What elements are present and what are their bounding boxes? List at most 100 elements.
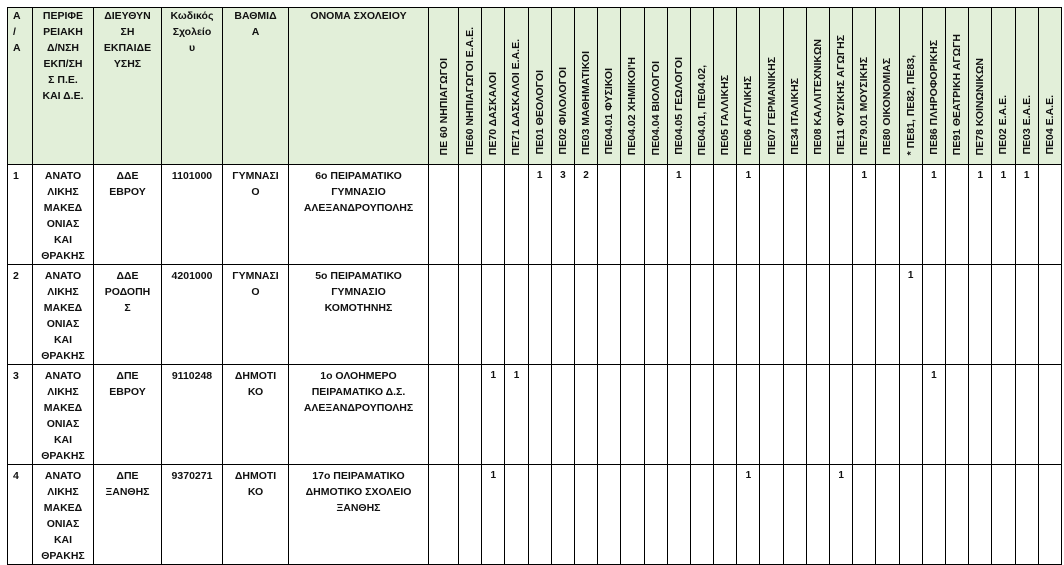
vacancy-count-cell [736,364,761,465]
vacancy-count-cell [991,264,1016,365]
vacancy-count-cell [457,464,483,565]
vacancy-count-cell [968,364,993,465]
header-specialty: ΠΕ34 ΙΤΑΛΙΚΗΣ [782,7,807,165]
vacancy-count-cell [759,464,784,565]
school-name-cell: 6ο ΠΕΙΡΑΜΑΤΙΚΟ ΓΥΜΝΑΣΙΟ ΑΛΕΞΑΝΔΡΟΥΠΟΛΗΣ [288,164,429,265]
vacancy-count-cell [689,364,715,465]
school-code-cell: 4201000 [161,264,223,365]
vacancy-count-cell [991,464,1016,565]
header-specialty: ΠΕ04.04 ΒΙΟΛΟΓΟΙ [643,7,668,165]
vacancy-count-cell [457,164,483,265]
vacancy-count-cell: 1 [828,464,854,565]
directorate-cell: ΔΠΕ ΞΑΝΘΗΣ [93,464,162,565]
specialty-label: ΠΕ79.01 ΜΟΥΣΙΚΗΣ [858,56,871,155]
region-cell: ΑΝΑΤΟ ΛΙΚΗΣ ΜΑΚΕΔ ΟΝΙΑΣ ΚΑΙ ΘΡΑΚΗΣ [32,264,94,365]
directorate-cell: ΔΔΕ ΕΒΡΟΥ [93,164,162,265]
school-name-cell: 1ο ΟΛΟΗΜΕΡΟ ΠΕΙΡΑΜΑΤΙΚΟ Δ.Σ. ΑΛΕΞΑΝΔΡΟΥΠ… [288,364,429,465]
school-code-cell: 9370271 [161,464,223,565]
table-row: 2 ΑΝΑΤΟ ΛΙΚΗΣ ΜΑΚΕΔ ΟΝΙΑΣ ΚΑΙ ΘΡΑΚΗΣ ΔΔΕ Ρ… [7,264,1062,365]
vacancy-count-cell: 1 [991,164,1016,265]
schools-specialties-table: Α / Α ΠΕΡΙΦΕ ΡΕΙΑΚΗ Δ/ΝΣΗ ΕΚΠ/ΣΗ Σ Π.Ε. Κ… [7,7,1062,565]
region-cell: ΑΝΑΤΟ ΛΙΚΗΣ ΜΑΚΕΔ ΟΝΙΑΣ ΚΑΙ ΘΡΑΚΗΣ [32,464,94,565]
vacancy-count-cell [1037,364,1062,465]
vacancy-count-cell [457,364,483,465]
specialty-label: ΠΕ02 Ε.Α.Ε. [997,95,1010,155]
vacancy-count-cell: 1 [898,264,923,365]
header-specialty: ΠΕ04.01 ΦΥΣΙΚΟΙ [597,7,622,165]
specialty-label: ΠΕ91 ΘΕΑΤΡΙΚΗ ΑΓΩΓΗ [951,33,964,155]
vacancy-count-cell [805,464,831,565]
vacancy-count-cell [921,464,946,565]
vacancy-count-cell [713,464,738,565]
vacancy-count-cell [805,164,831,265]
vacancy-count-cell: 2 [573,164,599,265]
school-name-cell: 17ο ΠΕΙΡΑΜΑΤΙΚΟ ΔΗΜΟΤΙΚΟ ΣΧΟΛΕΙΟ ΞΑΝΘΗΣ [288,464,429,565]
vacancy-count-cell [736,264,761,365]
vacancy-count-cell [713,164,738,265]
specialty-label: ΠΕ04.01 ΦΥΣΙΚΟΙ [603,68,616,155]
header-specialty: ΠΕ07 ΓΕΡΜΑΝΙΚΗΣ [759,7,784,165]
specialty-label: ΠΕ70 ΔΑΣΚΑΛΟΙ [487,71,500,155]
vacancy-count-cell [643,364,668,465]
region-cell: ΑΝΑΤΟ ΛΙΚΗΣ ΜΑΚΕΔ ΟΝΙΑΣ ΚΑΙ ΘΡΑΚΗΣ [32,164,94,265]
vacancy-count-cell [527,464,552,565]
specialty-label: ΠΕ04.02 ΧΗΜΙΚΟΙ'Η [626,56,639,155]
vacancy-count-cell [828,364,854,465]
vacancy-count-cell [805,364,831,465]
vacancy-count-cell [597,264,622,365]
specialty-label: ΠΕ71 ΔΑΣΚΑΛΟΙ Ε.Α.Ε. [510,38,523,155]
vacancy-count-cell [428,164,459,265]
vacancy-count-cell [527,364,552,465]
vacancy-count-cell [620,464,645,565]
specialty-label: ΠΕ04.04 ΒΙΟΛΟΓΟΙ [649,60,662,155]
specialty-label: ΠΕ86 ΠΛΗΡΟΦΟΡΙΚΗΣ [927,40,940,155]
level-cell: ΔΗΜΟΤΙ ΚΟ [222,364,289,465]
vacancy-count-cell: 1 [504,364,529,465]
vacancy-count-cell [1014,264,1039,365]
directorate-cell: ΔΔΕ ΡΟΔΟΠΗ Σ [93,264,162,365]
vacancy-count-cell [620,364,645,465]
vacancy-count-cell [550,364,575,465]
vacancy-count-cell: 1 [736,464,761,565]
specialty-label: ΠΕ07 ΓΕΡΜΑΝΙΚΗΣ [765,57,778,155]
row-number: 2 [7,264,33,365]
table-row: 1 ΑΝΑΤΟ ΛΙΚΗΣ ΜΑΚΕΔ ΟΝΙΑΣ ΚΑΙ ΘΡΑΚΗΣ ΔΔΕ Ε… [7,164,1062,265]
vacancy-count-cell [643,164,668,265]
specialty-label: ΠΕ11 ΦΥΣΙΚΗΣ ΑΓΩΓΗΣ [835,35,848,155]
vacancy-count-cell [944,264,970,365]
table-row: 3 ΑΝΑΤΟ ΛΙΚΗΣ ΜΑΚΕΔ ΟΝΙΑΣ ΚΑΙ ΘΡΑΚΗΣ ΔΠΕ Ε… [7,364,1062,465]
vacancy-count-cell [428,364,459,465]
vacancy-count-cell [666,464,691,565]
vacancy-count-cell: 1 [852,164,877,265]
specialty-label: ΠΕ80 ΟΙΚΟΝΟΜΙΑΣ [881,58,894,155]
vacancy-count-cell [504,164,529,265]
vacancy-count-cell: 1 [921,364,946,465]
header-aa: Α / Α [7,7,33,165]
vacancy-count-cell [852,264,877,365]
vacancy-count-cell: 1 [1014,164,1039,265]
vacancy-count-cell [1014,464,1039,565]
vacancy-count-cell [921,264,946,365]
vacancy-count-cell [527,264,552,365]
header-specialty: ΠΕ04.02 ΧΗΜΙΚΟΙ'Η [620,7,645,165]
specialty-label: * ΠΕ81, ΠΕ82, ΠΕ83, [904,54,917,155]
vacancy-count-cell [759,164,784,265]
vacancy-count-cell [898,464,923,565]
vacancy-count-cell [968,464,993,565]
specialty-label: ΠΕ04.01, ΠΕ04.02, [695,64,708,155]
specialty-label: ΠΕ78 ΚΟΙΝΩΝΙΚΩΝ [974,57,987,155]
header-row: Α / Α ΠΕΡΙΦΕ ΡΕΙΑΚΗ Δ/ΝΣΗ ΕΚΠ/ΣΗ Σ Π.Ε. Κ… [7,7,1062,165]
vacancy-count-cell [782,164,807,265]
vacancy-count-cell [828,164,854,265]
directorate-cell: ΔΠΕ ΕΒΡΟΥ [93,364,162,465]
vacancy-count-cell [550,464,575,565]
vacancy-count-cell [620,164,645,265]
vacancy-count-cell [1014,364,1039,465]
vacancy-count-cell [597,464,622,565]
row-number: 1 [7,164,33,265]
specialty-label: ΠΕ06 ΑΓΓΛΙΚΗΣ [742,75,755,155]
row-number: 4 [7,464,33,565]
vacancy-count-cell [782,264,807,365]
vacancy-count-cell: 1 [736,164,761,265]
vacancy-count-cell [991,364,1016,465]
